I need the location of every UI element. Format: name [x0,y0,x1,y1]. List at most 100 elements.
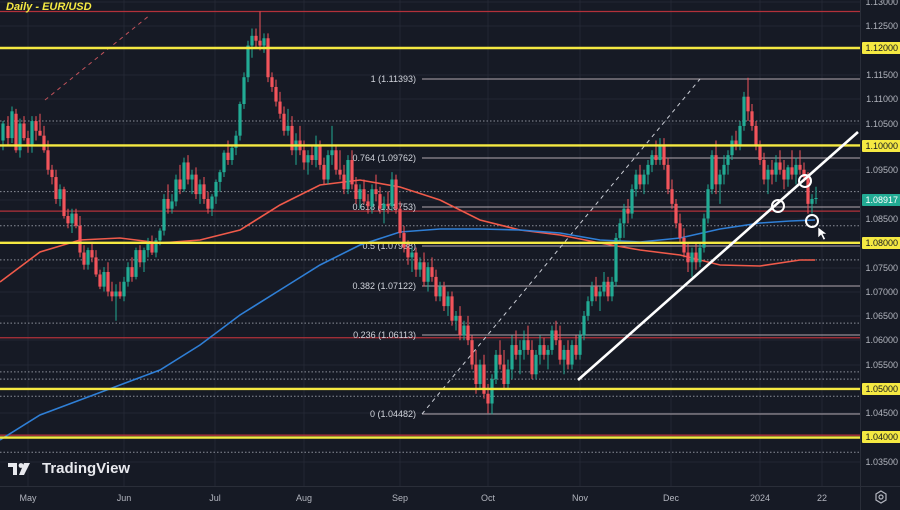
candle-body [254,35,258,41]
candle-body [666,164,670,190]
candle-body [646,164,650,175]
candle-body [426,267,430,282]
candle-body [746,96,750,112]
chart-canvas[interactable]: 1 (1.11393)0.764 (1.09762)0.618 (1.08753… [0,0,860,486]
candle-body [554,330,558,341]
candle-body [110,291,114,297]
highlight-circle [771,199,785,213]
candle-body [334,150,338,170]
candle-body [494,354,498,380]
price-axis-label: 1.08500 [865,214,898,224]
price-axis-label: 1.07500 [865,263,898,273]
candle-body [726,155,730,165]
candle-body [330,150,334,156]
settings-gear-icon[interactable] [874,490,888,504]
candle-body [170,201,174,209]
candle-body [606,281,610,297]
candle-body [42,135,46,151]
candle-body [454,315,458,321]
fib-level-label: 1 (1.11393) [371,74,416,84]
candle-body [786,167,790,180]
candle-body [566,349,570,365]
candle-body [202,184,206,199]
time-axis-label: Jul [209,493,221,503]
fib-level-label: 0 (1.04482) [370,409,416,419]
candle-body [758,145,762,161]
candle-body [650,155,654,165]
candle-body [50,169,54,178]
candle-body [738,125,742,146]
candle-body [546,349,550,355]
price-axis-label: 1.03500 [865,457,898,467]
candle-body [18,123,22,151]
tradingview-logo[interactable]: TradingView [8,460,130,477]
candle-body [382,203,386,209]
candle-body [794,164,798,175]
candle-body [750,111,754,126]
candle-body [230,147,234,161]
candle-body [158,230,162,241]
candle-body [690,252,694,263]
candle-body [478,364,482,385]
moving-average-blue [0,219,816,441]
candle-body [94,257,98,275]
price-axis-label: 1.11500 [866,70,898,80]
tradingview-logo-text: TradingView [42,460,131,477]
candle-body [278,101,282,114]
axis-corner [860,486,900,510]
candle-body [210,196,214,209]
candle-body [782,169,786,180]
candle-body [682,237,686,253]
candle-body [390,179,394,207]
key-level-price-label: 1.05000 [862,383,900,395]
time-axis-label: Nov [571,493,589,503]
candle-body [86,250,90,265]
candle-body [154,240,158,253]
candle-body [594,286,598,297]
candle-body [182,162,186,190]
candle-body [286,125,290,131]
candle-body [194,174,198,195]
candle-body [54,177,58,199]
candle-body [174,179,178,202]
key-level-price-label: 1.12000 [862,42,900,54]
chart-title: Daily - EUR/USD [6,1,92,13]
price-axis[interactable]: 1.13000 1.12500 1.12000 1.11500 1.11000 1.105… [860,0,900,486]
candle-body [694,252,698,263]
candle-body [386,203,390,207]
price-axis-label: 1.07000 [865,287,898,297]
candle-body [58,189,62,199]
time-axis-label: Dec [662,493,680,503]
candle-body [434,276,438,297]
time-axis[interactable]: May Jun Jul Aug Sep Oct Nov Dec 2024 22 [0,486,860,510]
candle-body [730,140,734,156]
candle-body [322,164,326,180]
candle-body [614,237,618,282]
candle-body [134,250,138,277]
candle-body [282,113,286,131]
candle-body [122,281,126,297]
candle-body [302,150,306,163]
candle-body [378,194,382,209]
candle-body [90,250,94,258]
candle-body [30,121,34,146]
candle-body [178,179,182,190]
candle-body [306,155,310,163]
candle-body [418,262,422,270]
candle-body [718,174,722,185]
candle-body [706,189,710,219]
candle-body [686,252,690,263]
candle-body [106,272,110,292]
candle-body [406,247,410,258]
candle-body [354,184,358,199]
candle-body [250,35,254,46]
candle-body [314,145,318,161]
time-axis-label: May [19,493,37,503]
mouse-cursor-icon [817,226,828,241]
price-axis-label: 1.06000 [865,335,898,345]
candle-body [774,162,778,175]
candle-body [578,335,582,355]
candle-body [654,155,658,161]
chart-plot-area[interactable]: 1 (1.11393)0.764 (1.09762)0.618 (1.08753… [0,0,860,486]
candle-body [602,281,606,292]
